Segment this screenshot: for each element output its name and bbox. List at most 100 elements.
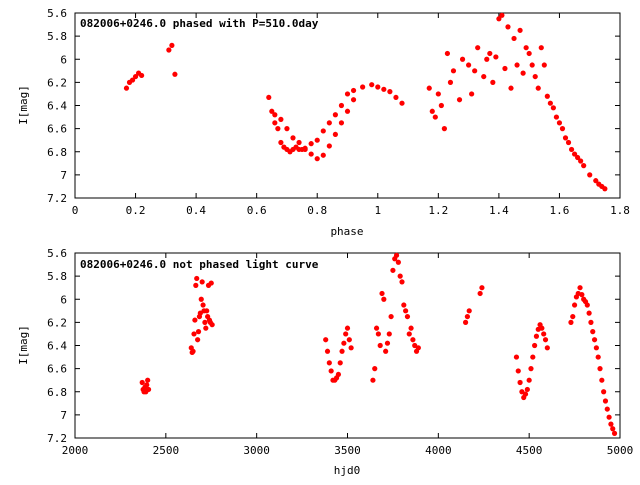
phased-y-tick-label: 6.8 [47, 146, 67, 159]
unphased-chart-x-ticks: 2000 2500 3000 3500 4000 4500 5000 [62, 253, 633, 457]
unphased-data-point [544, 345, 550, 351]
phased-data-point [469, 91, 475, 97]
unphased-data-point [328, 368, 334, 374]
unphased-y-tick-label: 7 [60, 409, 67, 422]
unphased-data-point [346, 337, 352, 343]
phased-data-point [541, 62, 547, 68]
phased-data-point [493, 54, 499, 60]
phased-data-point [490, 79, 496, 85]
phased-data-point [447, 79, 454, 85]
phased-data-point [514, 62, 520, 68]
phased-data-point [387, 89, 393, 95]
phased-data-point [517, 27, 523, 33]
phased-data-point [575, 154, 581, 161]
phased-data-point [320, 152, 326, 158]
unphased-y-tick-label: 5.6 [47, 247, 67, 260]
phased-data-point [314, 137, 320, 143]
phased-data-point [550, 105, 556, 111]
phased-data-point [456, 97, 463, 103]
phased-data-point [290, 135, 296, 141]
unphased-data-point [323, 337, 329, 343]
unphased-data-point [588, 319, 594, 325]
phased-data-point [565, 139, 572, 146]
unphased-data-point [611, 430, 618, 436]
phased-data-point [544, 93, 550, 99]
phased-data-point [429, 108, 435, 114]
phased-data-point [123, 85, 130, 91]
phased-y-tick-label: 5.8 [47, 30, 67, 43]
phased-data-point [532, 73, 538, 80]
unphased-data-point [591, 337, 598, 343]
phased-chart-y-ticks: 5.6 5.8 6 6.2 6.4 6.6 6.8 7 7.2 [47, 7, 620, 205]
unphased-data-point [341, 340, 347, 346]
unphased-data-point [372, 366, 378, 372]
unphased-y-tick-label: 6.2 [47, 316, 67, 329]
phased-y-tick-label: 6.6 [47, 123, 67, 136]
phased-chart-xlabel: phase [330, 225, 363, 238]
unphased-data-point [584, 302, 590, 308]
phased-data-point [523, 45, 529, 51]
unphased-chart-panel: 082006+0246.0 not phased light curve hjd… [17, 247, 633, 477]
unphased-data-point [144, 382, 150, 388]
unphased-data-point [466, 308, 472, 314]
unphased-data-point [203, 325, 209, 331]
unphased-data-point [339, 348, 345, 354]
unphased-data-point [200, 302, 206, 308]
unphased-data-point [337, 360, 343, 366]
unphased-data-point [517, 379, 523, 386]
phased-x-tick-label: 1.4 [489, 204, 509, 217]
phased-data-point [547, 100, 553, 106]
phased-data-point [272, 112, 278, 118]
unphased-data-point [542, 337, 549, 343]
unphased-data-point [601, 389, 607, 395]
unphased-data-point [586, 310, 592, 316]
phased-x-tick-label: 0.8 [307, 204, 327, 217]
unphased-y-tick-label: 6.8 [47, 386, 67, 399]
phased-data-point [332, 112, 338, 118]
unphased-data-point [464, 313, 470, 320]
unphased-data-point [477, 290, 483, 297]
unphased-data-point [335, 371, 342, 378]
unphased-x-tick-label: 2000 [62, 444, 89, 457]
phased-chart-title: 082006+0246.0 phased with P=510.0day [80, 17, 319, 30]
unphased-data-point [344, 325, 351, 331]
phased-data-point [399, 100, 405, 106]
phased-data-point [553, 114, 560, 120]
unphased-data-point [348, 345, 354, 351]
phased-data-point [166, 47, 172, 53]
phased-data-point [314, 156, 320, 162]
unphased-data-point [198, 296, 204, 302]
unphased-data-point [524, 386, 530, 393]
unphased-data-point [568, 319, 574, 325]
unphased-data-point [324, 348, 331, 354]
phased-y-tick-label: 6.4 [47, 100, 67, 113]
unphased-data-point [513, 354, 520, 360]
phased-data-point [556, 120, 563, 126]
unphased-data-point [599, 377, 605, 383]
unphased-data-point [590, 329, 596, 335]
phased-data-point [172, 71, 178, 77]
phased-data-point [571, 151, 578, 157]
phased-data-point [562, 135, 569, 141]
unphased-data-point [532, 342, 538, 349]
phased-data-point [269, 108, 275, 114]
unphased-data-point [579, 292, 585, 298]
phased-data-point [587, 172, 593, 178]
unphased-data-point [404, 313, 411, 320]
phased-chart-ylabel: I[mag] [17, 85, 30, 125]
unphased-data-point [606, 414, 612, 420]
unphased-data-point [139, 379, 145, 386]
phased-data-point [466, 62, 472, 68]
phased-data-point [350, 87, 357, 94]
phased-data-point [559, 126, 566, 132]
phased-data-point [326, 120, 332, 126]
phased-data-point [502, 65, 508, 72]
unphased-chart-ylabel: I[mag] [17, 325, 30, 365]
phased-chart-points [123, 12, 608, 192]
phased-data-point [593, 178, 599, 184]
unphased-data-point [528, 366, 534, 372]
unphased-chart-y-ticks: 5.6 5.8 6 6.2 6.4 6.6 6.8 7 7.2 [47, 247, 620, 445]
phased-y-tick-label: 7.2 [47, 192, 67, 205]
phased-data-point [308, 141, 314, 147]
phased-data-point [275, 126, 281, 132]
